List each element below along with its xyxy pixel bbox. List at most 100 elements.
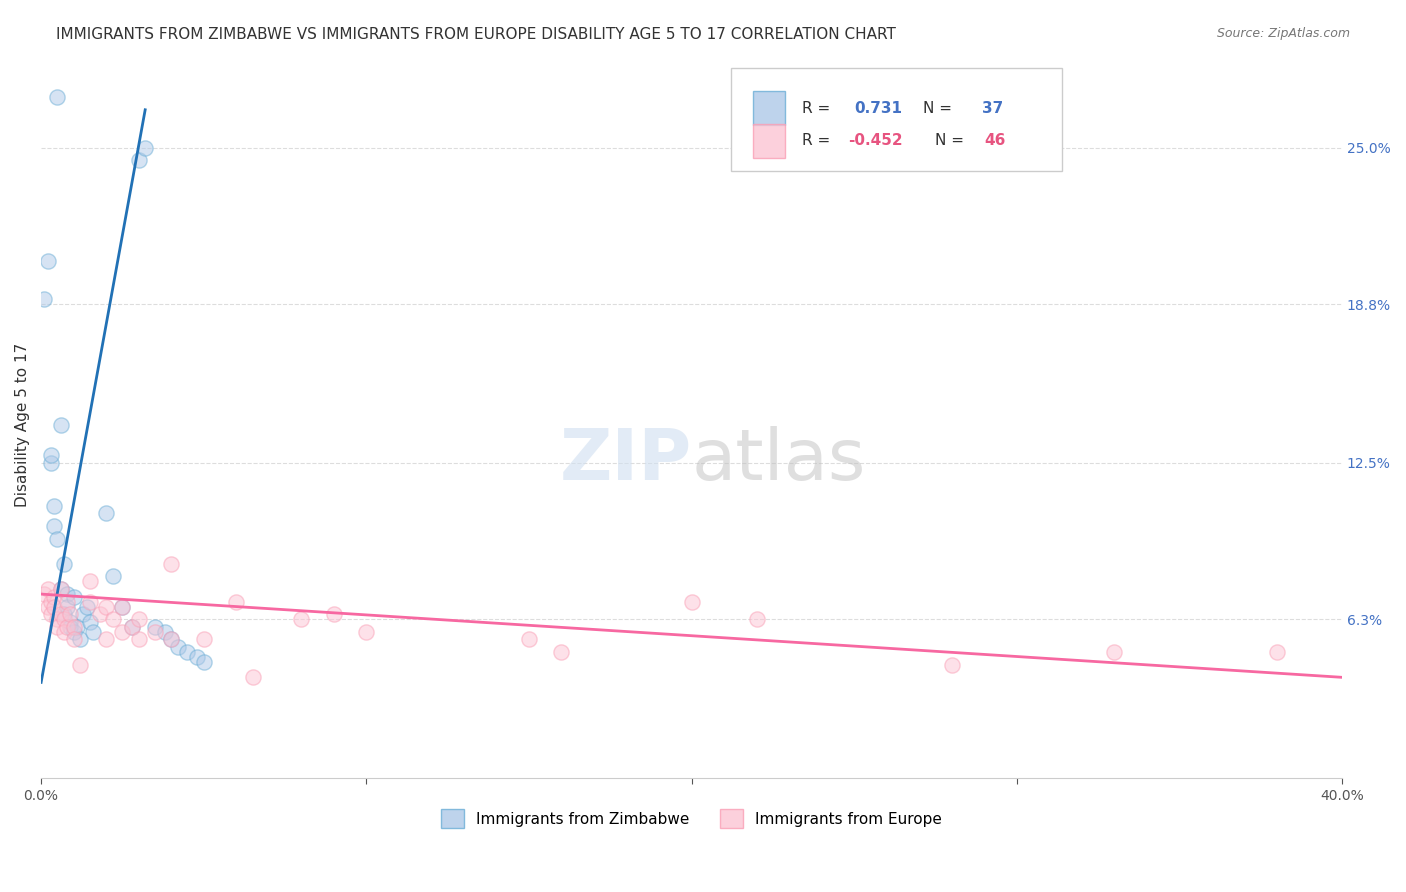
Point (160, 632, 183, 647)
Bar (752, 124, 785, 158)
Point (56, 620, 79, 634)
Point (681, 595, 703, 609)
Point (128, 632, 150, 647)
Text: 46: 46 (984, 133, 1005, 148)
Legend: Immigrants from Zimbabwe, Immigrants from Europe: Immigrants from Zimbabwe, Immigrants fro… (434, 804, 948, 834)
Text: IMMIGRANTS FROM ZIMBABWE VS IMMIGRANTS FROM EUROPE DISABILITY AGE 5 TO 17 CORREL: IMMIGRANTS FROM ZIMBABWE VS IMMIGRANTS F… (56, 27, 896, 42)
Point (59, 607, 82, 622)
Point (49, 607, 72, 622)
Point (52, 557, 75, 571)
FancyBboxPatch shape (731, 69, 1063, 171)
Point (62, 590, 84, 604)
Point (89, 607, 111, 622)
Point (186, 650, 208, 665)
Point (322, 607, 344, 622)
Text: atlas: atlas (692, 425, 866, 495)
Point (111, 599, 134, 614)
Point (42, 519, 65, 533)
Point (166, 640, 188, 654)
Point (72, 607, 94, 622)
Point (153, 624, 176, 639)
Point (96, 632, 118, 647)
Point (745, 612, 768, 626)
Point (52, 624, 75, 639)
Point (134, 140, 156, 154)
Point (66, 620, 89, 634)
Point (69, 632, 91, 647)
Point (143, 620, 166, 634)
Y-axis label: Disability Age 5 to 17: Disability Age 5 to 17 (15, 343, 30, 508)
Point (42, 590, 65, 604)
Point (128, 612, 150, 626)
Point (96, 507, 118, 521)
Point (193, 655, 215, 669)
Point (160, 632, 183, 647)
Point (52, 612, 75, 626)
Text: ZIP: ZIP (560, 425, 692, 495)
Point (121, 620, 143, 634)
Point (76, 599, 98, 614)
Point (111, 624, 134, 639)
Point (39, 607, 62, 622)
Text: R =: R = (803, 101, 835, 116)
Point (62, 624, 84, 639)
Point (37, 254, 59, 268)
Text: R =: R = (803, 133, 835, 148)
Bar (752, 91, 785, 125)
Point (37, 599, 59, 614)
Point (79, 574, 101, 589)
Point (79, 615, 101, 629)
Point (39, 595, 62, 609)
Point (1265, 645, 1288, 659)
Point (34, 587, 56, 601)
Point (242, 670, 264, 684)
Point (62, 620, 84, 634)
Text: 37: 37 (981, 101, 1002, 116)
Point (160, 557, 183, 571)
Point (193, 632, 215, 647)
Point (46, 612, 69, 626)
Text: -0.452: -0.452 (848, 133, 903, 148)
Text: 0.731: 0.731 (855, 101, 903, 116)
Point (101, 612, 124, 626)
Point (34, 292, 56, 306)
Point (128, 153, 150, 168)
Point (46, 532, 69, 546)
Point (82, 624, 104, 639)
Point (46, 90, 69, 104)
Point (56, 595, 79, 609)
Point (62, 632, 84, 647)
Point (356, 624, 378, 639)
Point (42, 599, 65, 614)
Text: N =: N = (924, 101, 957, 116)
Point (143, 624, 166, 639)
Point (56, 599, 79, 614)
Point (59, 615, 82, 629)
Point (56, 587, 79, 601)
Point (37, 582, 59, 596)
Text: Source: ZipAtlas.com: Source: ZipAtlas.com (1216, 27, 1350, 40)
Point (79, 595, 101, 609)
Point (941, 657, 963, 672)
Point (39, 448, 62, 462)
Point (49, 582, 72, 596)
Point (46, 620, 69, 634)
Point (101, 569, 124, 583)
Point (550, 645, 572, 659)
Point (176, 645, 198, 659)
Point (111, 599, 134, 614)
Point (1104, 645, 1126, 659)
Point (49, 418, 72, 433)
Text: N =: N = (935, 133, 969, 148)
Point (121, 620, 143, 634)
Point (52, 607, 75, 622)
Point (49, 582, 72, 596)
Point (42, 499, 65, 513)
Point (96, 599, 118, 614)
Point (517, 632, 540, 647)
Point (59, 620, 82, 634)
Point (290, 612, 312, 626)
Point (39, 456, 62, 470)
Point (225, 595, 247, 609)
Point (69, 657, 91, 672)
